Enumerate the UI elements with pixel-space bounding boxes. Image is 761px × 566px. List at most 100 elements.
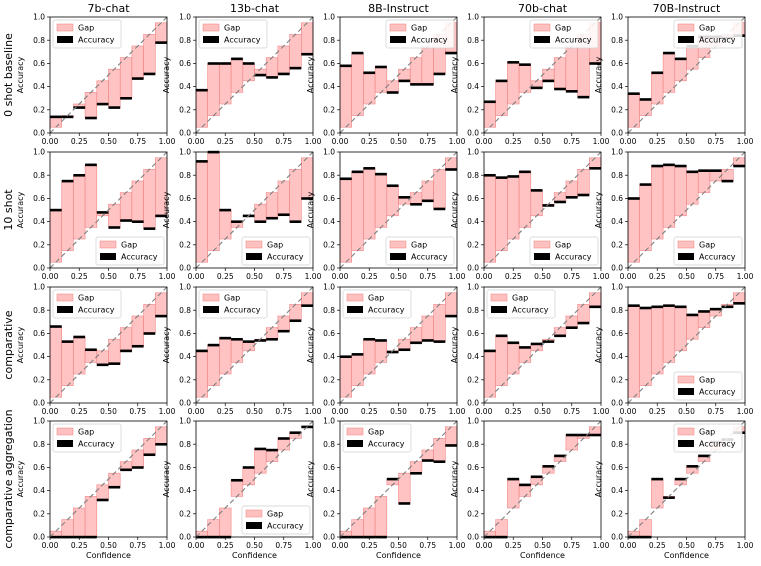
accuracy-bar bbox=[577, 321, 590, 325]
accuracy-bar bbox=[277, 72, 290, 76]
accuracy-bar bbox=[108, 106, 121, 109]
x-tick-label: 0.00 bbox=[620, 272, 637, 281]
accuracy-bar bbox=[398, 196, 411, 199]
accuracy-bar bbox=[289, 431, 302, 434]
accuracy-bar bbox=[421, 83, 434, 86]
accuracy-bar bbox=[120, 349, 132, 353]
accuracy-bar bbox=[143, 453, 156, 457]
x-tick-label: 0.50 bbox=[678, 272, 695, 281]
y-tick-label: 0.8 bbox=[611, 171, 623, 180]
y-tick-label: 0.0 bbox=[323, 399, 335, 408]
y-tick-label: 0.0 bbox=[323, 129, 335, 138]
y-tick-label: 0.2 bbox=[179, 509, 191, 518]
gap-bar bbox=[639, 307, 652, 386]
subplot: 0.0 0.2 0.4 0.6 0.8 1.0 0.00 0.25 0.50 0.75 1.00 Ac… bbox=[162, 283, 322, 416]
accuracy-bar bbox=[340, 64, 352, 68]
gap-bar bbox=[421, 449, 434, 461]
legend: Gap Accuracy bbox=[486, 289, 556, 319]
x-tick-label: 1.00 bbox=[593, 407, 610, 416]
gap-bar bbox=[409, 327, 423, 343]
legend-gap-label: Gap bbox=[368, 428, 384, 437]
gap-bar bbox=[155, 22, 168, 43]
y-tick-label: 0.8 bbox=[467, 306, 479, 315]
legend-accuracy-label: Accuracy bbox=[267, 522, 304, 531]
accuracy-bar bbox=[698, 454, 710, 458]
gap-bar bbox=[483, 101, 496, 128]
legend-accuracy-swatch bbox=[203, 36, 219, 43]
accuracy-bar bbox=[266, 76, 278, 79]
gap-bar bbox=[518, 171, 532, 228]
gap-bar bbox=[732, 157, 746, 167]
legend: Gap Accuracy bbox=[529, 236, 599, 266]
accuracy-bar bbox=[375, 172, 387, 176]
x-tick-label: 0.75 bbox=[275, 272, 292, 281]
gap-bar bbox=[651, 306, 664, 375]
x-tick-label: 0.25 bbox=[217, 137, 234, 146]
gap-bar bbox=[143, 304, 156, 334]
x-tick-label: 0.00 bbox=[42, 137, 59, 146]
gap-bar bbox=[433, 304, 446, 342]
y-tick-label: 0.6 bbox=[323, 194, 335, 203]
x-tick-label: 0.75 bbox=[275, 137, 292, 146]
gap-bar bbox=[565, 45, 578, 92]
legend-accuracy-label: Accuracy bbox=[555, 36, 592, 45]
y-tick-label: 1.0 bbox=[33, 417, 45, 426]
gap-bar bbox=[421, 180, 434, 202]
gap-bar bbox=[662, 164, 676, 228]
accuracy-bar bbox=[542, 340, 555, 343]
y-tick-label: 0.4 bbox=[323, 486, 335, 495]
gap-bar bbox=[155, 426, 168, 445]
accuracy-bar bbox=[530, 189, 543, 192]
accuracy-bar bbox=[651, 164, 664, 168]
gap-bar bbox=[433, 169, 446, 210]
y-tick-label: 0.2 bbox=[467, 240, 479, 249]
accuracy-bar bbox=[277, 437, 290, 440]
gap-bar bbox=[639, 519, 652, 538]
gap-bar bbox=[49, 209, 62, 263]
accuracy-bar bbox=[410, 203, 422, 206]
y-tick-label: 1.0 bbox=[467, 13, 479, 22]
x-tick-label: 0.00 bbox=[188, 407, 205, 416]
legend-gap-label: Gap bbox=[121, 241, 137, 250]
accuracy-bar bbox=[131, 466, 144, 469]
x-tick-label: 0.25 bbox=[505, 541, 522, 550]
x-tick-label: 0.75 bbox=[419, 407, 436, 416]
legend-gap-label: Gap bbox=[267, 241, 283, 250]
gap-bar bbox=[277, 180, 290, 215]
x-tick-label: 0.75 bbox=[563, 137, 580, 146]
accuracy-bar bbox=[207, 62, 220, 65]
y-tick-label: 0.8 bbox=[323, 306, 335, 315]
accuracy-bar bbox=[651, 477, 664, 481]
accuracy-bar bbox=[266, 338, 278, 341]
gap-bar bbox=[108, 472, 121, 488]
x-tick-label: 1.00 bbox=[737, 272, 754, 281]
legend-gap-label: Gap bbox=[555, 241, 571, 250]
gap-bar bbox=[61, 341, 74, 386]
y-tick-label: 0.2 bbox=[467, 105, 479, 114]
gap-bar bbox=[96, 350, 109, 366]
y-tick-label: 0.0 bbox=[33, 129, 45, 138]
accuracy-bar bbox=[96, 102, 109, 106]
x-tick-label: 1.00 bbox=[159, 541, 176, 550]
y-axis-label: Accuracy bbox=[306, 326, 315, 363]
gap-bar bbox=[507, 176, 520, 240]
y-tick-label: 0.2 bbox=[179, 240, 191, 249]
y-tick-label: 1.0 bbox=[467, 417, 479, 426]
y-tick-label: 0.4 bbox=[33, 352, 45, 361]
x-tick-label: 1.00 bbox=[159, 137, 176, 146]
gap-bar bbox=[242, 467, 255, 486]
legend-accuracy-label: Accuracy bbox=[78, 306, 115, 315]
y-tick-label: 0.0 bbox=[33, 399, 45, 408]
gap-bar bbox=[131, 449, 144, 468]
accuracy-bar bbox=[340, 355, 352, 358]
accuracy-bar bbox=[143, 332, 156, 335]
y-tick-label: 0.6 bbox=[611, 329, 623, 338]
legend-accuracy-swatch bbox=[246, 522, 262, 529]
gap-bar bbox=[577, 169, 590, 196]
y-tick-label: 0.0 bbox=[611, 533, 623, 542]
gap-bar bbox=[444, 157, 458, 170]
accuracy-bar bbox=[363, 71, 376, 75]
x-axis-label: Confidence bbox=[664, 551, 709, 560]
legend: Gap Accuracy bbox=[673, 19, 743, 49]
accuracy-bar bbox=[143, 72, 156, 76]
